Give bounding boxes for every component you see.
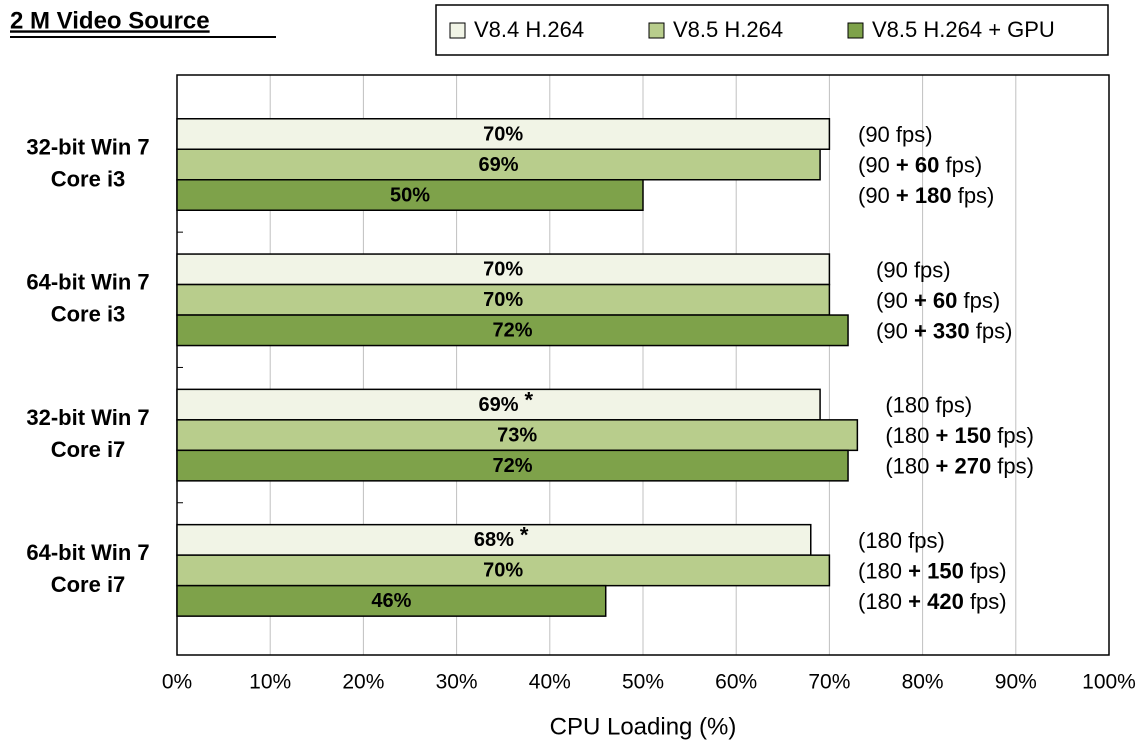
value-label: 46% xyxy=(371,590,411,612)
fps-note-part: + 270 xyxy=(936,453,992,478)
fps-note-part: (180 xyxy=(885,423,935,448)
x-tick-label: 80% xyxy=(902,671,944,694)
fps-note-part: fps) xyxy=(970,318,1013,343)
x-tick-label: 50% xyxy=(622,671,664,694)
fps-note-part: fps) xyxy=(939,152,982,177)
category-label: 64-bit Win 7 xyxy=(26,540,149,565)
category-label: 32-bit Win 7 xyxy=(26,405,149,430)
bar xyxy=(176,148,821,181)
fps-note: (90 fps) xyxy=(858,122,933,147)
value-label: 68% xyxy=(474,529,514,551)
x-tick-label: 10% xyxy=(249,671,291,694)
legend-box xyxy=(435,4,1109,56)
fps-note-part: (90 xyxy=(858,183,896,208)
value-label: 70% xyxy=(483,259,523,281)
legend-swatch xyxy=(847,22,864,39)
value-label: 72% xyxy=(493,320,533,342)
fps-note-part: + 330 xyxy=(914,318,970,343)
category-label: 64-bit Win 7 xyxy=(26,270,149,295)
category-label: Core i7 xyxy=(51,437,126,462)
bar xyxy=(176,388,821,421)
x-tick-label: 100% xyxy=(1082,671,1136,694)
fps-note: (90 + 330 fps) xyxy=(876,318,1012,343)
fps-note: (90 + 60 fps) xyxy=(876,288,1000,313)
value-label: 70% xyxy=(483,560,523,582)
bar xyxy=(176,314,849,347)
fps-note-part: (180 fps) xyxy=(885,392,972,417)
value-label: 69% xyxy=(479,154,519,176)
annotation: * xyxy=(525,387,534,412)
legend-swatch xyxy=(449,22,466,39)
bar xyxy=(176,118,831,150)
plot-frame xyxy=(176,74,1110,656)
fps-note-part: (90 fps) xyxy=(858,122,933,147)
x-tick-label: 40% xyxy=(529,671,571,694)
fps-note-part: + 420 xyxy=(908,589,964,614)
fps-note-part: + 180 xyxy=(896,183,952,208)
fps-note-part: fps) xyxy=(952,183,995,208)
legend-label: V8.4 H.264 xyxy=(474,17,584,42)
fps-note-part: fps) xyxy=(991,453,1034,478)
value-label: 70% xyxy=(483,123,523,145)
fps-note-part: (180 xyxy=(858,558,908,583)
x-tick-label: 0% xyxy=(162,671,192,694)
legend-label: V8.5 H.264 + GPU xyxy=(872,17,1055,42)
fps-note-part: + 60 xyxy=(914,288,957,313)
fps-note: (90 + 60 fps) xyxy=(858,152,982,177)
fps-note-part: + 150 xyxy=(908,558,964,583)
category-label: Core i3 xyxy=(51,302,126,327)
chart-title: 2 M Video Source xyxy=(10,7,210,34)
x-tick-label: 30% xyxy=(436,671,478,694)
fps-note: (180 + 150 fps) xyxy=(858,558,1007,583)
fps-note-part: (90 xyxy=(858,152,896,177)
fps-note: (90 fps) xyxy=(876,257,951,282)
bar xyxy=(176,419,859,452)
fps-note: (180 fps) xyxy=(885,392,972,417)
value-label: 73% xyxy=(497,424,537,446)
fps-note-part: (90 fps) xyxy=(876,257,951,282)
annotation: * xyxy=(520,523,529,548)
x-tick-label: 70% xyxy=(808,671,850,694)
value-label: 72% xyxy=(493,455,533,477)
legend-label: V8.5 H.264 xyxy=(673,17,783,42)
category-label: Core i7 xyxy=(51,572,126,597)
bar xyxy=(176,584,607,617)
fps-note-part: fps) xyxy=(964,589,1007,614)
fps-note-part: (180 xyxy=(885,453,935,478)
bar xyxy=(176,523,812,556)
fps-note: (180 + 270 fps) xyxy=(885,453,1034,478)
x-axis-label: CPU Loading (%) xyxy=(550,713,737,740)
fps-note: (180 + 150 fps) xyxy=(885,423,1034,448)
fps-note-part: fps) xyxy=(957,288,1000,313)
fps-note-part: (180 xyxy=(858,589,908,614)
fps-note-part: + 60 xyxy=(896,152,939,177)
x-tick-label: 60% xyxy=(715,671,757,694)
legend: V8.4 H.264 V8.5 H.264 V8.5 H.264 + GPU xyxy=(435,4,1109,56)
fps-note-part: (90 xyxy=(876,318,914,343)
value-label: 69% xyxy=(479,394,519,416)
fps-note: (180 + 420 fps) xyxy=(858,589,1007,614)
value-label: 50% xyxy=(390,184,430,206)
fps-note: (90 + 180 fps) xyxy=(858,183,994,208)
fps-note-part: (180 fps) xyxy=(858,528,945,553)
fps-note-part: + 150 xyxy=(936,423,992,448)
bar xyxy=(176,554,831,587)
category-label: 32-bit Win 7 xyxy=(26,134,149,159)
value-label: 70% xyxy=(483,289,523,311)
bar xyxy=(176,179,644,211)
fps-note: (180 fps) xyxy=(858,528,945,553)
x-tick-label: 90% xyxy=(995,671,1037,694)
bar xyxy=(176,449,849,482)
legend-swatch xyxy=(648,22,665,39)
fps-note-part: fps) xyxy=(991,423,1034,448)
fps-note-part: (90 xyxy=(876,288,914,313)
x-tick-label: 20% xyxy=(342,671,384,694)
category-label: Core i3 xyxy=(51,166,126,191)
fps-note-part: fps) xyxy=(964,558,1007,583)
